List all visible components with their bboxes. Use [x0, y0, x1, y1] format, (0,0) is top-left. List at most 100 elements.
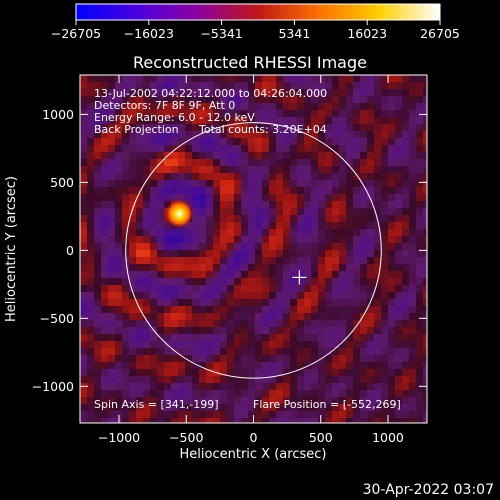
heatmap-cell [129, 75, 137, 83]
heatmap-cell [290, 117, 298, 125]
heatmap-cell [164, 243, 172, 251]
heatmap-cell [318, 117, 326, 125]
heatmap-cell [360, 103, 368, 111]
heatmap-cell [346, 404, 354, 412]
heatmap-cell [199, 362, 207, 370]
heatmap-cell [248, 369, 256, 377]
heatmap-cell [297, 180, 305, 188]
heatmap-cell [157, 390, 165, 398]
colorbar-tick-label: 5341 [278, 26, 310, 41]
heatmap-cell [199, 82, 207, 90]
heatmap-cell [157, 166, 165, 174]
heatmap-cell [297, 278, 305, 286]
heatmap-cell [206, 383, 214, 391]
heatmap-cell [234, 124, 242, 132]
heatmap-cell [248, 180, 256, 188]
heatmap-cell [108, 82, 116, 90]
heatmap-cell [423, 236, 427, 244]
heatmap-cell [255, 117, 263, 125]
heatmap-cell [276, 208, 284, 216]
heatmap-cell [374, 96, 382, 104]
heatmap-cell [311, 348, 319, 356]
heatmap-cell [374, 369, 382, 377]
heatmap-cell [199, 306, 207, 314]
heatmap-cell [171, 383, 179, 391]
heatmap-cell [262, 124, 270, 132]
heatmap-cell [332, 173, 340, 181]
heatmap-cell [241, 138, 249, 146]
heatmap-cell [395, 397, 403, 405]
heatmap-cell [94, 271, 102, 279]
heatmap-cell [94, 96, 102, 104]
heatmap-cell [360, 320, 368, 328]
heatmap-cell [304, 229, 312, 237]
heatmap-cell [311, 215, 319, 223]
x-axis-label: Heliocentric X (arcsec) [180, 447, 327, 462]
heatmap-cell [332, 257, 340, 265]
heatmap-cell [80, 264, 88, 272]
heatmap-cell [353, 362, 361, 370]
heatmap-cell [199, 229, 207, 237]
heatmap-cell [150, 285, 158, 293]
heatmap-cell [269, 201, 277, 209]
heatmap-cell [304, 376, 312, 384]
heatmap-cell [255, 376, 263, 384]
heatmap-cell [213, 397, 221, 405]
heatmap-cell [311, 131, 319, 139]
heatmap-cell [227, 173, 235, 181]
heatmap-cell [346, 320, 354, 328]
heatmap-cell [290, 313, 298, 321]
heatmap-cell [199, 89, 207, 97]
heatmap-cell [388, 383, 396, 391]
heatmap-cell [388, 411, 396, 419]
heatmap-cell [353, 110, 361, 118]
heatmap-cell [409, 299, 417, 307]
spin-axis-annotation: Spin Axis = [341,-199] [94, 398, 219, 411]
heatmap-cell [220, 208, 228, 216]
heatmap-cell [108, 362, 116, 370]
heatmap-cell [108, 390, 116, 398]
heatmap-cell [311, 418, 319, 423]
heatmap-cell [388, 250, 396, 258]
heatmap-cell [346, 173, 354, 181]
heatmap-cell [136, 159, 144, 167]
heatmap-cell [304, 257, 312, 265]
heatmap-cell [115, 138, 123, 146]
heatmap-cell [395, 145, 403, 153]
heatmap-cell [129, 250, 137, 258]
heatmap-cell [234, 222, 242, 230]
heatmap-cell [395, 229, 403, 237]
heatmap-cell [381, 124, 389, 132]
heatmap-cell [353, 173, 361, 181]
heatmap-cell [423, 257, 427, 265]
heatmap-cell [360, 376, 368, 384]
heatmap-cell [318, 327, 326, 335]
heatmap-cell [213, 152, 221, 160]
heatmap-cell [318, 131, 326, 139]
heatmap-cell [304, 173, 312, 181]
heatmap-cell [192, 159, 200, 167]
heatmap-cell [402, 201, 410, 209]
heatmap-cell [269, 313, 277, 321]
heatmap-cell [395, 257, 403, 265]
heatmap-cell [339, 376, 347, 384]
heatmap-cell [346, 250, 354, 258]
heatmap-cell [220, 117, 228, 125]
heatmap-cell [94, 103, 102, 111]
heatmap-cell [304, 201, 312, 209]
heatmap-cell [122, 222, 130, 230]
heatmap-cell [220, 299, 228, 307]
heatmap-cell [367, 180, 375, 188]
heatmap-cell [192, 110, 200, 118]
heatmap-cell [339, 75, 347, 83]
heatmap-cell [94, 236, 102, 244]
heatmap-cell [101, 250, 109, 258]
heatmap-cell [178, 117, 186, 125]
heatmap-cell [234, 313, 242, 321]
heatmap-cell [339, 103, 347, 111]
heatmap-cell [108, 229, 116, 237]
heatmap-cell [129, 194, 137, 202]
heatmap-cell [388, 173, 396, 181]
heatmap-cell [262, 397, 270, 405]
heatmap-cell [367, 201, 375, 209]
